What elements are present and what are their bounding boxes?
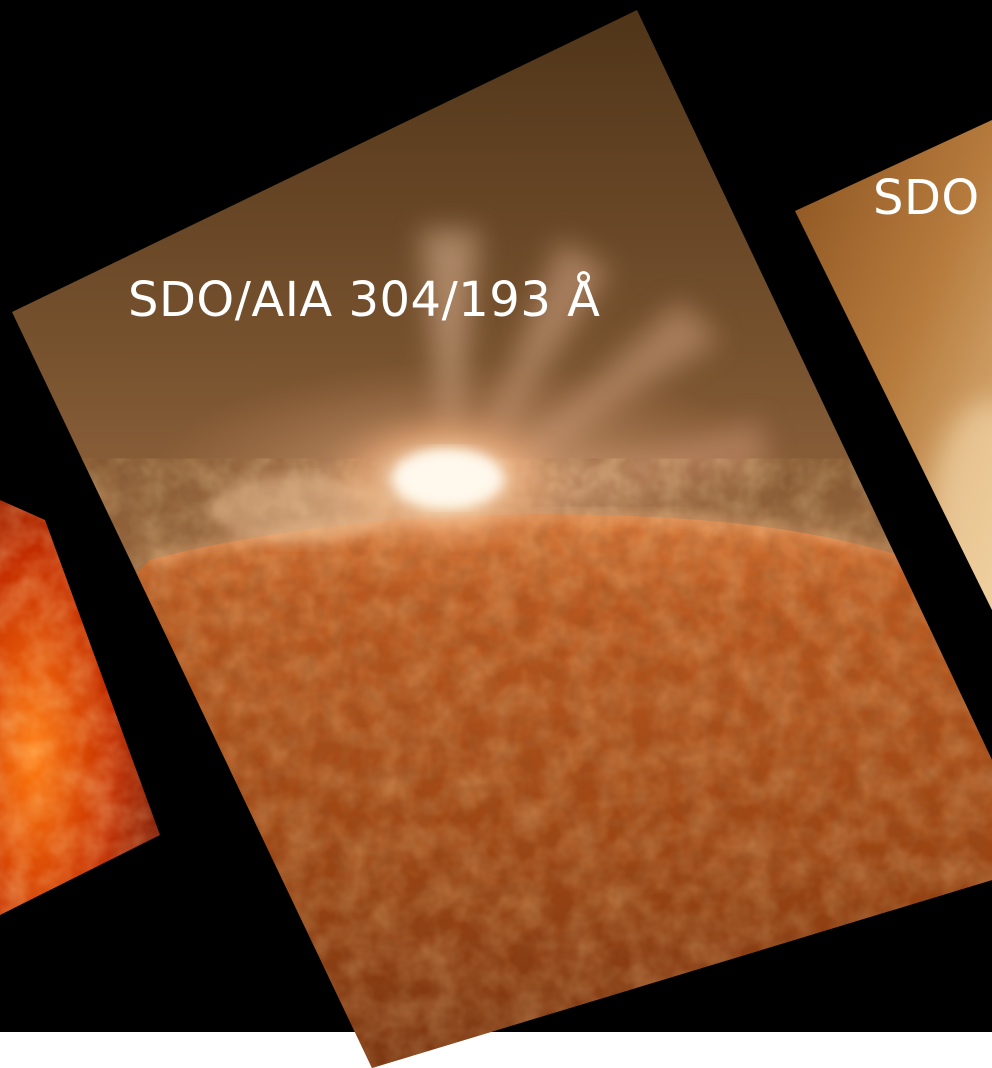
right-panel-label: SDO bbox=[873, 170, 980, 226]
center-panel-label: SDO/AIA 304/193 Å bbox=[128, 272, 601, 328]
bottom-white-strip bbox=[0, 1032, 992, 1068]
